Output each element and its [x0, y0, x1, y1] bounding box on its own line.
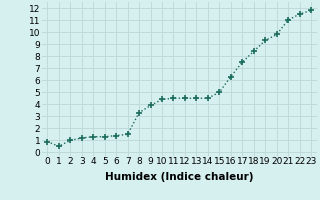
X-axis label: Humidex (Indice chaleur): Humidex (Indice chaleur) — [105, 172, 253, 182]
